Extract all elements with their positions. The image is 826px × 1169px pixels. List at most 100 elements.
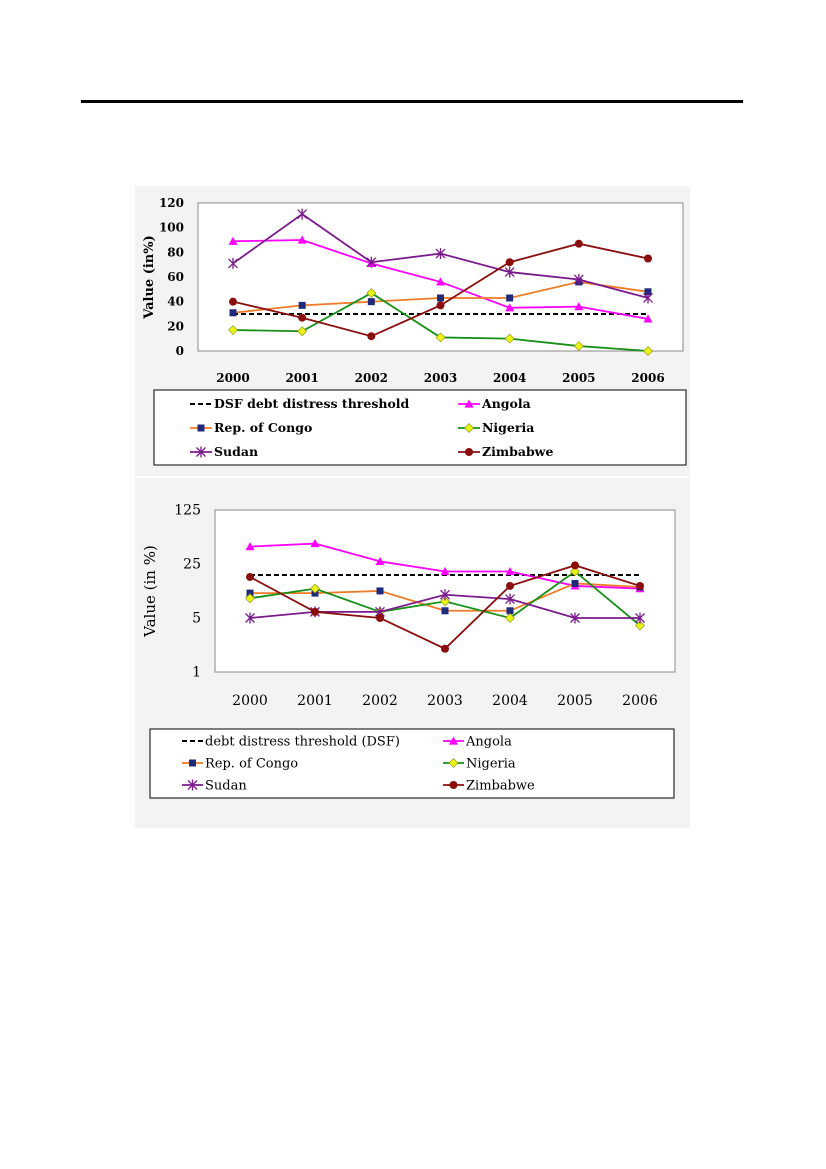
x-tick-label: 2003 <box>424 371 457 385</box>
y-axis-label: Value (in %) <box>141 545 159 638</box>
x-tick-label: 2006 <box>622 693 658 709</box>
data-point <box>245 593 255 604</box>
legend-label: Rep. of Congo <box>205 756 298 771</box>
data-point <box>506 607 514 615</box>
data-point <box>440 589 450 601</box>
data-point <box>440 566 450 576</box>
legend-label: Sudan <box>214 444 258 459</box>
chart-1-svg: 0 20 40 60 80 100 120 Value (in%) 2000 2001 2002 20… <box>142 196 687 466</box>
legend-entry: Angola <box>443 734 512 749</box>
x-tick-label: 2000 <box>232 693 268 709</box>
legend-entry: Rep. of Congo <box>190 420 312 435</box>
x-tick-label: 2006 <box>631 371 664 385</box>
x-tick-label: 2005 <box>562 371 595 385</box>
data-point <box>366 256 377 268</box>
data-point <box>441 644 449 653</box>
legend-label: Rep. of Congo <box>214 420 312 435</box>
y-tick-label: 20 <box>167 319 184 333</box>
legend-label: Sudan <box>205 778 247 793</box>
y-tick-label: 125 <box>174 503 201 519</box>
legend-entry: Nigeria <box>458 420 534 435</box>
data-point <box>310 583 320 594</box>
data-point <box>643 292 653 304</box>
data-point <box>228 257 238 269</box>
legend-label: Zimbabwe <box>482 444 553 459</box>
legend-entry: Rep. of Congo <box>182 756 298 771</box>
legend-marker <box>465 448 473 456</box>
data-point <box>574 302 584 311</box>
legend-entry: Angola <box>458 396 531 411</box>
y-tick-label: 5 <box>192 611 201 627</box>
legend-label: DSF debt distress threshold <box>214 396 410 411</box>
data-point <box>570 566 580 577</box>
data-point <box>298 313 307 322</box>
legend-entry: Nigeria <box>443 756 516 771</box>
legend-label: Angola <box>481 396 531 411</box>
legend-marker <box>196 446 206 458</box>
data-point <box>505 613 515 623</box>
data-point <box>297 326 308 337</box>
legend-entry: Zimbabwe <box>458 444 553 459</box>
x-tick-label: 2003 <box>427 693 463 709</box>
legend-entry: Sudan <box>182 778 247 793</box>
data-point <box>574 239 583 248</box>
series-zimbabwe <box>246 561 644 653</box>
data-point <box>636 581 644 590</box>
data-point <box>435 332 446 343</box>
data-point <box>297 235 307 244</box>
data-point <box>440 596 450 607</box>
data-point <box>571 579 579 587</box>
x-tick-label: 2001 <box>285 371 318 385</box>
data-point <box>367 332 376 341</box>
y-axis-label: Value (in%) <box>142 235 157 320</box>
data-point <box>441 607 449 615</box>
data-point <box>504 266 515 278</box>
series-sudan <box>228 208 653 304</box>
x-tick-label: 2005 <box>557 693 593 709</box>
data-point <box>573 341 584 351</box>
data-point <box>644 254 652 263</box>
plot-area <box>197 202 684 352</box>
data-point <box>571 561 579 570</box>
data-point <box>229 309 237 317</box>
data-point <box>375 556 385 566</box>
series-zimbabwe <box>229 239 652 341</box>
x-tick-label: 2004 <box>493 371 526 385</box>
legend-entry: debt distress threshold (DSF) <box>182 734 400 749</box>
data-point <box>635 612 645 624</box>
data-point <box>310 539 320 548</box>
data-point <box>245 612 255 624</box>
y-tick-label: 40 <box>167 295 184 309</box>
chart-2-svg: 1 5 25 125 Value (in %) 2000 2001 2002 2003 2004 2… <box>141 503 676 799</box>
legend-entry: Sudan <box>190 444 258 459</box>
legend-marker <box>464 399 474 408</box>
data-point <box>505 566 515 576</box>
y-tick-label: 25 <box>183 557 201 573</box>
data-point <box>570 612 580 624</box>
data-point <box>298 301 306 309</box>
data-point <box>505 303 515 312</box>
legend-marker <box>189 759 196 767</box>
legend-marker <box>197 424 205 432</box>
data-point <box>643 314 653 323</box>
data-point <box>367 298 375 306</box>
legend-label: Nigeria <box>482 420 534 435</box>
data-point <box>643 346 653 356</box>
legend-label: Nigeria <box>466 756 516 771</box>
data-point <box>436 277 445 286</box>
series-nigeria <box>228 288 653 356</box>
legend-box <box>149 728 675 799</box>
legend-entry: DSF debt distress threshold <box>190 396 410 411</box>
data-point <box>573 273 584 285</box>
data-point <box>644 288 652 296</box>
x-tick-label: 2001 <box>297 693 333 709</box>
legend-entry: Zimbabwe <box>443 778 535 793</box>
data-point <box>505 593 515 605</box>
data-point <box>435 248 446 260</box>
x-tick-label: 2002 <box>362 693 398 709</box>
legend-label: Angola <box>465 734 512 749</box>
data-point <box>506 581 514 590</box>
data-point <box>506 294 514 302</box>
data-point <box>635 620 645 631</box>
top-rule <box>81 100 743 103</box>
